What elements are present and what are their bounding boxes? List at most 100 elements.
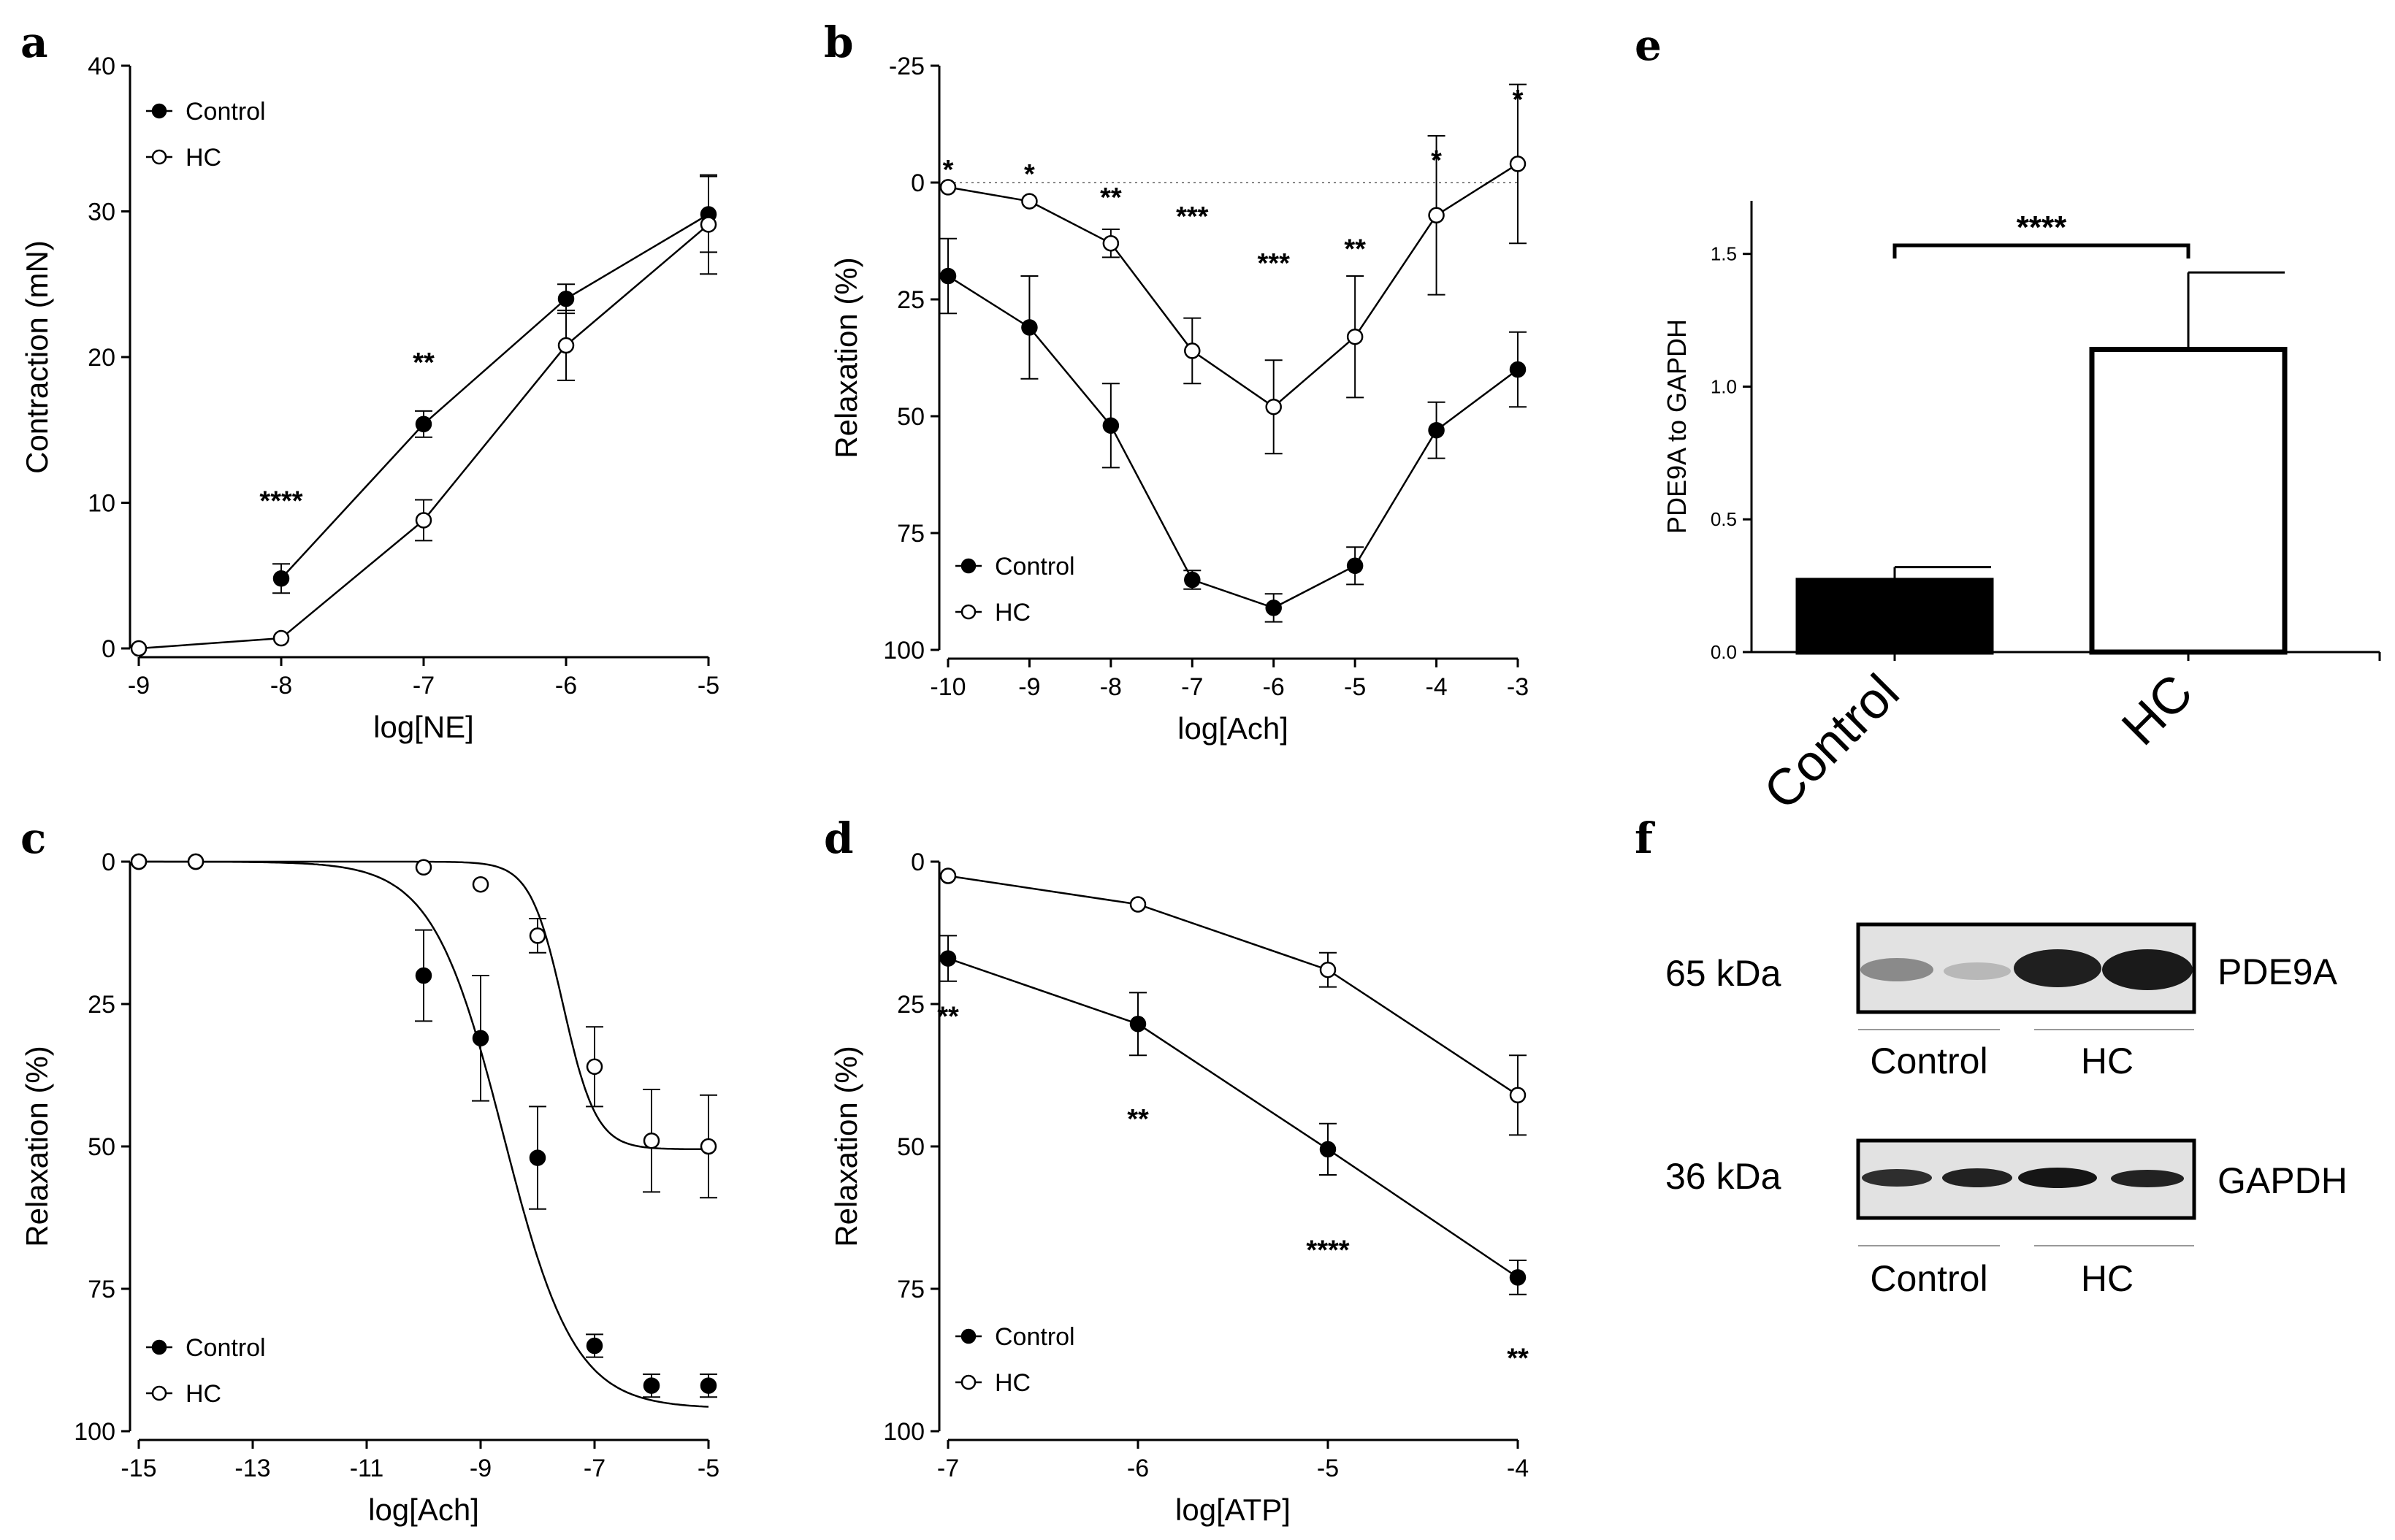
panel-e-y-tick-label: 1.0 <box>1711 375 1737 397</box>
panel-c-y-tick-label: 0 <box>102 848 115 876</box>
panel-d-hc-point <box>1129 896 1147 913</box>
panel-a-x-tick-label: -9 <box>128 672 150 700</box>
blot-bottom-protein: GAPDH <box>2218 1160 2348 1201</box>
panel-a-legend-marker <box>151 149 167 165</box>
panel-e-bar-control <box>1795 578 1994 655</box>
blot-bottom-control-label: Control <box>1870 1258 1987 1299</box>
panel-c-x-tick-label: -9 <box>470 1455 492 1482</box>
panel-c-hc-point <box>130 853 148 870</box>
panel-letter-e: e <box>1635 20 1662 70</box>
panel-c-hc-point <box>700 1138 717 1155</box>
chart-panel-b: -25 0 25 50 75 100-10 -9 -8 -7 -6 -5 -4 -3 log[Ach] Re… <box>829 53 1529 746</box>
panel-c-control-point <box>415 967 432 984</box>
panel-c-hc-point <box>472 876 489 893</box>
panel-a-legend-label: HC <box>186 144 221 172</box>
panel-c-control-point <box>586 1337 603 1355</box>
panel-b-y-tick-label: 75 <box>897 520 925 548</box>
panel-b-control-line <box>947 275 1519 609</box>
panel-c-legend-label: HC <box>186 1380 221 1408</box>
panel-d-legend-label: HC <box>995 1369 1031 1397</box>
blot-top-control-label: Control <box>1870 1041 1987 1081</box>
panel-d-y-axis-label: Relaxation (%) <box>829 1046 863 1246</box>
panel-b-significance: * <box>1513 85 1524 115</box>
panel-c-x-axis-label: log[Ach] <box>368 1493 479 1527</box>
panel-d-y-tick-label: 50 <box>897 1133 925 1161</box>
panel-d-legend-marker <box>960 1374 977 1390</box>
panel-b-x-tick-label: -8 <box>1100 673 1122 701</box>
panel-c-hc-point <box>415 859 432 876</box>
panel-b-y-tick-label: -25 <box>889 53 925 80</box>
panel-b-hc-point <box>1346 328 1364 345</box>
panel-b-control-point <box>1184 571 1201 589</box>
panel-d-x-tick-label: -4 <box>1507 1455 1529 1482</box>
panel-b-hc-point <box>1428 207 1445 224</box>
panel-c-legend-label: Control <box>186 1334 266 1362</box>
panel-c-y-tick-label: 25 <box>88 991 115 1019</box>
panel-d-x-tick-label: -5 <box>1317 1455 1339 1482</box>
panel-d-significance: ** <box>1507 1344 1529 1374</box>
panel-a-legend-label: Control <box>186 98 266 126</box>
panel-e-y-axis-label: PDE9A to GAPDH <box>1662 319 1692 534</box>
panel-b-legend-label: HC <box>995 599 1031 627</box>
panel-c-y-tick-label: 100 <box>74 1418 115 1446</box>
panel-d-significance: ** <box>1127 1104 1149 1135</box>
panel-c-hc-point <box>643 1132 660 1149</box>
panel-d-control-point <box>1319 1141 1337 1158</box>
panel-d-significance: ** <box>937 1002 959 1033</box>
panel-b-hc-line <box>947 163 1519 408</box>
panel-d-y-tick-label: 75 <box>897 1276 925 1303</box>
blot-bottom-band-3 <box>2018 1168 2097 1188</box>
panel-a-control-line <box>280 213 709 580</box>
blot-bottom-kda: 36 kDa <box>1665 1156 1781 1197</box>
panel-d-legend-marker <box>960 1328 977 1344</box>
panel-e-category-label: Control <box>1753 663 1910 820</box>
blot-top-protein: PDE9A <box>2218 951 2338 992</box>
panel-b-hc-point <box>1184 342 1201 359</box>
panel-b-x-tick-label: -4 <box>1425 673 1447 701</box>
panel-letter-f: f <box>1635 813 1656 863</box>
panel-b-control-point <box>1021 319 1038 336</box>
chart-panel-d: 0 25 50 75 100 -7 -6 -5 -4 log[ATP] Relaxation (%)… <box>829 848 1529 1527</box>
panel-b-legend-label: Control <box>995 553 1075 581</box>
panel-e-y-tick-label: 0.0 <box>1711 641 1737 663</box>
panel-a-hc-point <box>272 629 290 647</box>
panel-b-x-axis-label: log[Ach] <box>1177 711 1288 746</box>
panel-c-x-tick-label: -5 <box>698 1455 719 1482</box>
panel-b-x-tick-label: -6 <box>1263 673 1285 701</box>
panel-a-x-tick-label: -6 <box>555 672 577 700</box>
panel-letter-c: c <box>20 813 46 863</box>
panel-b-control-point <box>1509 361 1527 378</box>
panel-d-hc-point <box>1319 961 1337 978</box>
panel-a-hc-point <box>557 337 575 354</box>
panel-letter-b: b <box>824 18 854 67</box>
panel-d-x-axis-label: log[ATP] <box>1175 1493 1291 1527</box>
panel-e-category-label: HC <box>2111 663 2204 756</box>
panel-b-hc-point <box>1265 398 1282 415</box>
panel-b-hc-point <box>939 179 957 196</box>
panel-a-y-tick-label: 10 <box>88 490 115 518</box>
panel-b-control-point <box>1346 557 1364 575</box>
panel-a-y-tick-label: 0 <box>102 635 115 663</box>
panel-a-significance: ** <box>413 348 435 378</box>
panel-c-hc-point <box>187 853 205 870</box>
western-blot-panel: 65 kDa PDE9A Control HC 36 kDa GAPDH Con… <box>1665 922 2348 1299</box>
panel-b-legend-marker <box>960 558 977 574</box>
panel-a-y-axis-label: Contraction (mN) <box>20 240 54 474</box>
panel-d-y-tick-label: 25 <box>897 991 925 1019</box>
panel-a-y-tick-label: 30 <box>88 199 115 226</box>
panel-b-significance: ** <box>1100 183 1122 213</box>
panel-b-y-axis-label: Relaxation (%) <box>829 257 863 458</box>
blot-bottom-hc-label: HC <box>2081 1258 2134 1299</box>
blot-top-hc-label: HC <box>2081 1041 2134 1081</box>
panel-c-y-axis-label: Relaxation (%) <box>20 1046 54 1246</box>
panel-e-significance-label: **** <box>2017 210 2067 245</box>
panel-b-x-tick-label: -5 <box>1344 673 1366 701</box>
panel-d-hc-point <box>939 867 957 884</box>
panel-a-control-point <box>557 290 575 307</box>
panel-b-control-point <box>1428 421 1445 439</box>
panel-a-hc-point <box>130 640 148 657</box>
panel-b-control-point <box>1265 599 1282 616</box>
panel-letter-d: d <box>824 813 854 863</box>
panel-c-y-tick-label: 50 <box>88 1133 115 1161</box>
chart-panel-c: 0 25 50 75 100-15 -13 -11 -9 -7 -5 log[Ach] Relaxat… <box>20 848 719 1527</box>
